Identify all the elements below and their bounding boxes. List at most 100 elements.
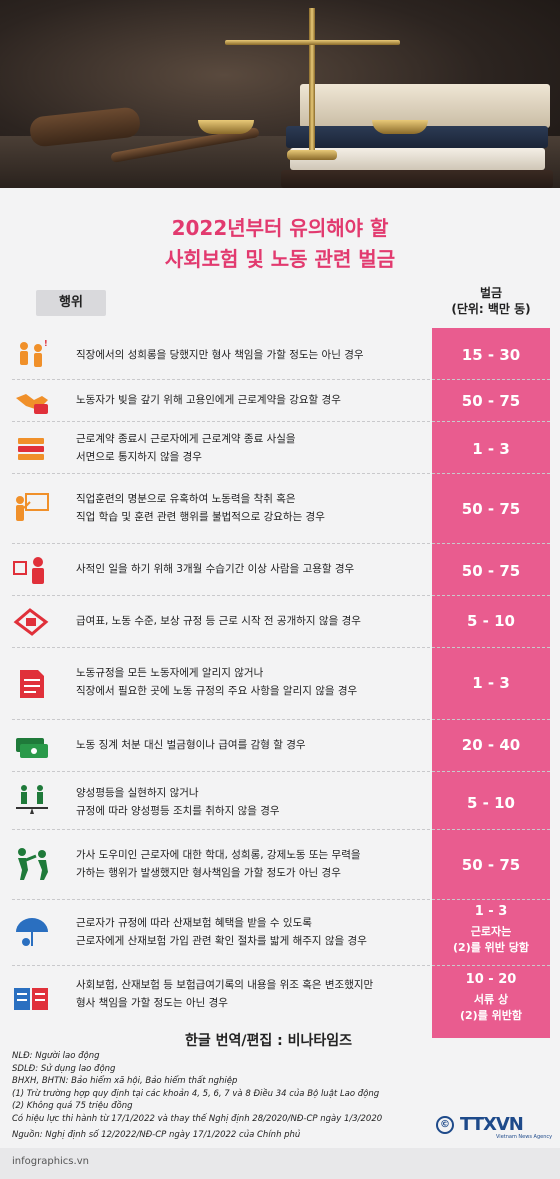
footnote: (1) Trừ trường hợp quy định tại các khoả… — [12, 1088, 380, 1099]
violation-text: 노동규정을 모든 노동자에게 알리지 않거나 직장에서 필요한 곳에 노동 규정… — [76, 664, 426, 700]
fine-value: 50 - 75 — [461, 856, 521, 874]
violation-text: 사적인 일을 하기 위해 3개월 수습기간 이상 사람을 고용할 경우 — [76, 563, 355, 575]
violation-row: 근로계약 종료시 근로자에게 근로계약 종료 사실을 서면으로 통지하지 않을 … — [12, 422, 550, 474]
money-stack-icon — [16, 738, 48, 758]
fine-value: 1 - 3 — [472, 440, 510, 458]
violation-text-line: 가사 도우미인 근로자에 대한 학대, 성희롱, 강제노동 또는 무력을 — [76, 849, 361, 861]
violation-row: 사적인 일을 하기 위해 3개월 수습기간 이상 사람을 고용할 경우 50 -… — [12, 544, 550, 596]
row-divider — [12, 473, 550, 474]
violation-text: 사회보험, 산재보험 등 보험급여기록의 내용을 위조 혹은 변조했지만 형사 … — [76, 976, 426, 1012]
translation-credit: 한글 번역/편집 : 비나타임즈 — [185, 1033, 353, 1049]
violation-text-line: 직업 학습 및 훈련 관련 행위를 불법적으로 강요하는 경우 — [76, 511, 325, 523]
row-divider — [12, 421, 550, 422]
title-line-1: 2022년부터 유의해야 할 — [171, 216, 389, 240]
scale-arm — [225, 40, 400, 45]
footnote: NLĐ: Người lao động — [12, 1051, 100, 1061]
violation-text: 급여표, 노동 수준, 보상 규정 등 근로 시작 전 공개하지 않을 경우 — [76, 615, 361, 627]
footer-site-link[interactable]: infographics.vn — [12, 1156, 89, 1167]
violation-text-line: 근로계약 종료시 근로자에게 근로계약 종료 사실을 — [76, 433, 296, 445]
violation-row: 사회보험, 산재보험 등 보험급여기록의 내용을 위조 혹은 변조했지만 형사 … — [12, 966, 550, 1036]
row-divider — [12, 595, 550, 596]
violence-icon — [18, 848, 48, 880]
book — [290, 148, 545, 170]
copyright-icon: © — [436, 1116, 454, 1134]
violation-row: ! 직장에서의 성희롱을 당했지만 형사 책임을 가할 정도는 아닌 경우 15… — [12, 330, 550, 380]
row-divider — [12, 543, 550, 544]
svg-text:!: ! — [44, 339, 48, 348]
row-divider — [12, 965, 550, 966]
violation-row: 양성평등을 실현하지 않거나 규정에 따라 양성평등 조치를 취하지 않을 경우… — [12, 772, 550, 830]
row-divider — [12, 829, 550, 830]
handshake-money-icon — [16, 394, 48, 414]
falsified-records-icon — [14, 988, 48, 1010]
source-note: Nguồn: Nghị định số 12/2022/NĐ-CP ngày 1… — [12, 1130, 301, 1140]
fine-value: 5 - 10 — [467, 794, 515, 812]
fine-value: 20 - 40 — [461, 736, 521, 754]
documents-stack-icon — [18, 438, 44, 460]
fine-header: 벌금 (단위: 백만 동) — [432, 285, 550, 317]
fine-header-label: 벌금 — [479, 286, 503, 300]
violation-text: 직업훈련의 명분으로 유혹하여 노동력을 착취 혹은 직업 학습 및 훈련 관련… — [76, 490, 426, 526]
logo-agency: Vietnam News Agency — [496, 1134, 553, 1140]
violation-row: 직업훈련의 명분으로 유혹하여 노동력을 착취 혹은 직업 학습 및 훈련 관련… — [12, 474, 550, 544]
violation-row: 급여표, 노동 수준, 보상 규정 등 근로 시작 전 공개하지 않을 경우 5… — [12, 596, 550, 648]
row-divider — [12, 771, 550, 772]
regulation-document-icon — [20, 670, 44, 698]
footnote: Có hiệu lực thi hành từ 17/1/2022 và tha… — [12, 1113, 383, 1124]
scale-pan-right — [372, 120, 428, 134]
violation-text-line: 직장에서 필요한 곳에 노동 규정의 주요 사항을 알리지 않을 경우 — [76, 685, 358, 697]
fine-value: 10 - 20 — [465, 972, 517, 987]
training-board-icon — [16, 493, 49, 521]
fine-note: (2)를 위반 당함 — [453, 941, 529, 954]
title-line-2: 사회보험 및 노동 관련 벌금 — [164, 247, 396, 271]
scales-of-justice-icon — [309, 8, 315, 158]
behavior-header: 행위 — [36, 290, 106, 316]
violation-row: 노동자가 빚을 갚기 위해 고용인에게 근로계약을 강요할 경우 50 - 75 — [12, 380, 550, 422]
footnotes: NLĐ: Người lao động SDLĐ: Sử dụng lao độ… — [12, 1050, 432, 1125]
violation-text-line: 규정에 따라 양성평등 조치를 취하지 않을 경우 — [76, 805, 280, 817]
violation-text: 노동 징계 처분 대신 벌금형이나 급여를 감형 할 경우 — [76, 739, 306, 751]
violation-text-line: 근로자에게 산재보험 가입 관련 확인 절차를 밟게 해주지 않을 경우 — [76, 935, 367, 947]
hero-image — [0, 0, 560, 188]
fine-value: 50 - 75 — [461, 392, 521, 410]
row-divider — [12, 899, 550, 900]
payroll-icon — [13, 608, 49, 636]
violation-text-line: 서면으로 통지하지 않을 경우 — [76, 451, 202, 463]
fine-column — [432, 328, 550, 1038]
fine-value: 50 - 75 — [461, 500, 521, 518]
violation-text: 근로계약 종료시 근로자에게 근로계약 종료 사실을 서면으로 통지하지 않을 … — [76, 430, 426, 466]
fine-header-unit: (단위: 백만 동) — [451, 302, 531, 316]
violation-text-line: 노동규정을 모든 노동자에게 알리지 않거나 — [76, 667, 264, 679]
fine-value: 50 - 75 — [461, 562, 521, 580]
violation-text-line: 형사 책임을 가할 정도는 아닌 경우 — [76, 997, 228, 1009]
gender-equality-icon — [16, 785, 48, 814]
harassment-icon: ! — [20, 339, 48, 367]
row-divider — [12, 719, 550, 720]
violation-row: 노동 징계 처분 대신 벌금형이나 급여를 감형 할 경우 20 - 40 — [12, 720, 550, 772]
violation-text: 근로자가 규정에 따라 산재보험 혜택을 받을 수 있도록 근로자에게 산재보험… — [76, 914, 426, 950]
violation-text: 가사 도우미인 근로자에 대한 학대, 성희롱, 강제노동 또는 무력을 가하는… — [76, 846, 426, 882]
scale-base — [287, 150, 337, 160]
fine-value: 15 - 30 — [461, 346, 521, 364]
footnote: BHXH, BHTN: Bảo hiểm xã hội, Bảo hiểm th… — [12, 1076, 238, 1086]
fine-note: 서류 상 — [473, 993, 509, 1006]
violation-text: 양성평등을 실현하지 않거나 규정에 따라 양성평등 조치를 취하지 않을 경우 — [76, 784, 426, 820]
footnote: (2) Không quá 75 triệu đồng — [12, 1101, 133, 1111]
row-divider — [12, 379, 550, 380]
calendar-worker-icon — [13, 557, 44, 584]
violation-text-line: 근로자가 규정에 따라 산재보험 혜택을 받을 수 있도록 — [76, 917, 312, 929]
logo-name: TTXVN — [460, 1114, 524, 1135]
footnote: SDLĐ: Sử dụng lao động — [12, 1063, 116, 1074]
fine-value: 1 - 3 — [474, 904, 508, 919]
book — [281, 170, 553, 188]
fine-value: 1 - 3 — [472, 674, 510, 692]
footer-bar: infographics.vn — [0, 1148, 560, 1179]
violation-text-line: 직업훈련의 명분으로 유혹하여 노동력을 착취 혹은 — [76, 493, 296, 505]
row-divider — [12, 647, 550, 648]
violation-row: 근로자가 규정에 따라 산재보험 혜택을 받을 수 있도록 근로자에게 산재보험… — [12, 900, 550, 966]
fine-value: 5 - 10 — [467, 612, 515, 630]
violation-text: 직장에서의 성희롱을 당했지만 형사 책임을 가할 정도는 아닌 경우 — [76, 349, 364, 361]
insurance-umbrella-icon — [16, 918, 48, 946]
scale-pan-left — [198, 120, 254, 134]
violation-text: 노동자가 빚을 갚기 위해 고용인에게 근로계약을 강요할 경우 — [76, 394, 341, 406]
